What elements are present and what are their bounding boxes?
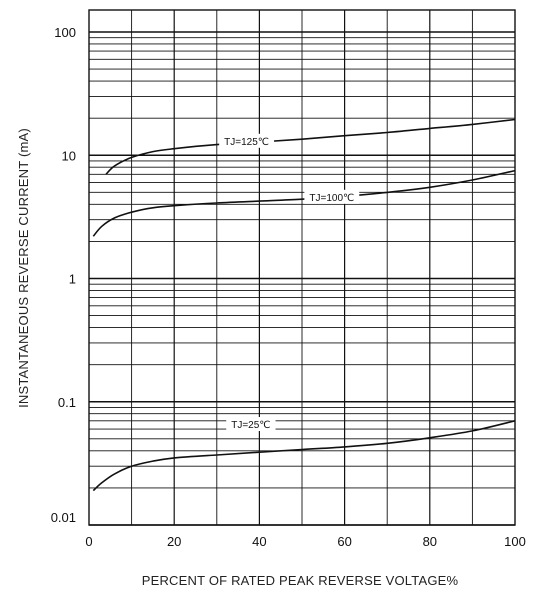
y-tick-label: 0.01 [51,510,76,525]
curve-label-1: TJ=125℃ [219,133,275,148]
curves [92,118,516,492]
curve-label-text: TJ=25℃ [231,420,270,431]
y-tick-label: 0.1 [58,395,76,410]
x-tick-labels: 0 20 40 60 80 100 [85,534,525,549]
x-tick-label: 0 [85,534,92,549]
y-tick-label: 10 [62,148,76,163]
curve-label-text: TJ=125℃ [224,137,269,148]
grid [89,10,515,526]
curve-labels: TJ=125℃ TJ=100℃ TJ=25℃ [219,133,360,431]
curve-label-background [304,189,360,204]
curve-series-2 [92,169,516,237]
x-tick-label: 100 [504,534,526,549]
y-axis-title: INSTANTANEOUS REVERSE CURRENT (mA) [16,128,31,408]
curve-series-3 [92,420,516,492]
plot-frame [88,9,516,526]
curve-label-3: TJ=25℃ [226,416,276,431]
x-tick-label: 60 [337,534,351,549]
curve-label-background [226,416,276,431]
x-axis-title: PERCENT OF RATED PEAK REVERSE VOLTAGE% [142,573,459,588]
x-tick-label: 80 [423,534,437,549]
y-tick-label: 100 [54,25,76,40]
curve-label-2: TJ=100℃ [304,189,360,204]
curve-series-1 [105,118,516,175]
y-tick-label: 1 [69,272,76,287]
x-tick-label: 40 [252,534,266,549]
curve-label-background [219,133,275,148]
x-tick-label: 20 [167,534,181,549]
curve-label-text: TJ=100℃ [309,193,354,204]
y-tick-labels: 0.010.1110100200 [51,25,76,525]
